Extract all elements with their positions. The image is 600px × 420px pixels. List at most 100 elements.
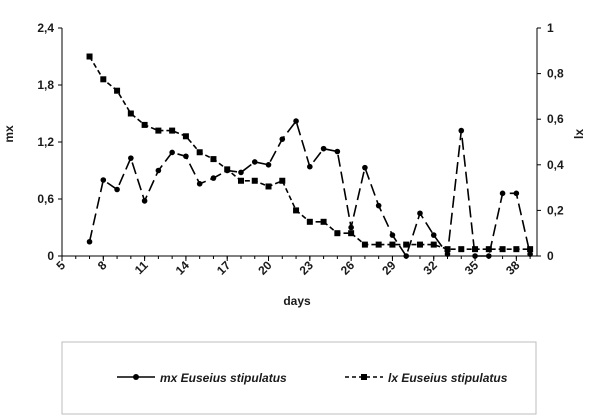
- legend-label-lx: lx Euseius stipulatus: [388, 371, 508, 385]
- axes: 0 0,6 1,2 1,8 2,4 0 0,2 0,4 0,6 0,8 1 5 8 11 14 17 20 23 2…: [37, 21, 564, 278]
- y-left-tick-label: 2,4: [37, 21, 54, 35]
- data-point-mx: [334, 148, 341, 155]
- data-point-mx: [279, 136, 286, 142]
- data-point-mx: [183, 153, 189, 160]
- data-point-mx: [472, 253, 478, 259]
- data-point-lx: [182, 133, 189, 140]
- data-point-mx: [458, 127, 465, 134]
- data-point-lx: [389, 241, 396, 248]
- data-point-lx: [348, 230, 355, 237]
- data-point-lx: [444, 246, 451, 253]
- series-line-mx: [88, 119, 531, 258]
- data-point-mx: [265, 162, 272, 168]
- y-right-axis-title: lx: [572, 129, 586, 139]
- plot-series: [86, 53, 534, 259]
- legend-box: [61, 341, 537, 415]
- data-point-mx: [128, 155, 134, 161]
- data-point-lx: [499, 246, 506, 253]
- y-left-tick-label: 0: [47, 249, 54, 263]
- data-point-lx: [472, 246, 479, 253]
- data-point-mx: [169, 149, 175, 156]
- data-point-lx: [416, 241, 423, 248]
- y-right-tick-label: 0,4: [547, 158, 564, 172]
- y-left-tick-label: 1,2: [37, 135, 54, 149]
- data-point-lx: [375, 241, 382, 248]
- y-right-tick-label: 0,2: [547, 203, 564, 217]
- legend-label-mx: mx Euseius stipulatus: [160, 371, 287, 385]
- data-point-mx: [210, 175, 217, 181]
- data-point-mx: [499, 190, 506, 197]
- data-point-mx: [430, 232, 437, 238]
- x-tick-label: 14: [173, 258, 193, 278]
- y-left-tick-label: 0,6: [37, 192, 54, 206]
- data-point-lx: [224, 166, 231, 173]
- data-point-lx: [306, 218, 313, 225]
- data-point-mx: [100, 177, 107, 183]
- data-point-mx: [389, 232, 396, 238]
- data-point-mx: [362, 164, 368, 171]
- x-tick-label: 8: [95, 258, 110, 273]
- x-tick-label: 11: [132, 258, 151, 277]
- data-point-lx: [293, 207, 300, 214]
- data-point-lx: [430, 241, 437, 248]
- data-point-lx: [100, 76, 107, 83]
- data-point-mx: [238, 169, 244, 176]
- y-left-axis-title: mx: [2, 125, 16, 143]
- data-point-mx: [320, 145, 327, 152]
- data-point-lx: [334, 230, 341, 237]
- data-point-lx: [155, 127, 162, 134]
- y-right-tick-label: 0,8: [547, 67, 564, 81]
- x-tick-label: 29: [379, 258, 399, 278]
- data-point-mx: [444, 251, 451, 257]
- data-point-mx: [403, 253, 410, 259]
- data-point-mx: [375, 202, 382, 209]
- data-point-lx: [485, 246, 492, 253]
- data-point-mx: [155, 167, 162, 174]
- data-point-lx: [320, 218, 327, 225]
- data-point-lx: [210, 156, 217, 163]
- data-point-mx: [307, 163, 313, 170]
- y-right-tick-label: 0: [547, 249, 554, 263]
- y-right-tick-label: 0,6: [547, 112, 564, 126]
- legend-marker-mx: [133, 374, 139, 380]
- x-tick-label: 17: [214, 258, 234, 278]
- y-left-tick-label: 1,8: [37, 78, 54, 92]
- data-point-lx: [196, 149, 203, 156]
- data-point-mx: [141, 198, 148, 204]
- data-point-mx: [293, 118, 299, 124]
- data-point-lx: [114, 87, 121, 94]
- data-point-lx: [513, 246, 520, 253]
- x-tick-label: 38: [503, 258, 523, 278]
- data-point-mx: [527, 251, 533, 257]
- data-point-lx: [141, 121, 148, 128]
- legend-entry-lx: lx Euseius stipulatus: [345, 371, 508, 385]
- data-point-lx: [279, 177, 286, 184]
- data-point-lx: [251, 177, 258, 184]
- data-point-lx: [265, 183, 272, 190]
- data-point-mx: [86, 238, 93, 245]
- y-right-tick-label: 1: [547, 21, 554, 35]
- legend-marker-lx: [361, 374, 367, 380]
- data-point-lx: [86, 53, 93, 60]
- data-point-lx: [127, 110, 134, 117]
- x-tick-label: 20: [255, 258, 275, 278]
- x-tick-label: 26: [338, 258, 358, 278]
- data-point-mx: [486, 253, 492, 259]
- data-point-lx: [403, 241, 410, 248]
- data-point-lx: [169, 127, 176, 134]
- data-point-lx: [458, 246, 465, 253]
- x-tick-label: 5: [53, 258, 68, 273]
- data-point-lx: [527, 246, 534, 253]
- data-point-mx: [114, 186, 120, 193]
- data-point-mx: [513, 190, 520, 197]
- x-axis-title: days: [283, 294, 311, 308]
- data-point-lx: [237, 177, 244, 184]
- data-point-mx: [348, 224, 354, 231]
- data-point-mx: [251, 159, 258, 165]
- x-tick-label: 23: [297, 258, 317, 278]
- x-tick-label: 32: [421, 258, 441, 278]
- x-tick-label: 35: [462, 258, 482, 278]
- data-point-mx: [196, 181, 203, 187]
- data-point-lx: [361, 241, 368, 248]
